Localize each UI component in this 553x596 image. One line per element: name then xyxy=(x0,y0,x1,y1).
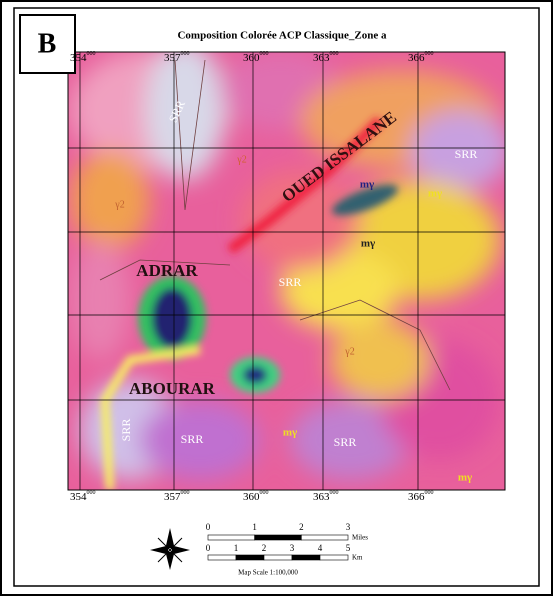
tick-main: 363 xyxy=(313,52,330,64)
map-label: ABOURAR xyxy=(129,379,216,398)
tick-sup: 000 xyxy=(181,490,190,496)
scale-segment xyxy=(208,555,236,560)
scale-label: 2 xyxy=(262,543,267,553)
tick-sup: 000 xyxy=(260,51,269,57)
scale-unit: Km xyxy=(352,554,363,562)
tick-main: 366 xyxy=(408,491,425,503)
map-label: mγ xyxy=(361,238,375,250)
map-figure: B Composition Colorée ACP Classique_Zone… xyxy=(0,0,553,596)
map-label: SRR xyxy=(279,275,302,289)
map-label: mγ xyxy=(360,179,374,191)
tick-sup: 000 xyxy=(260,490,269,496)
scale-label: 3 xyxy=(346,522,351,532)
tick-main: 366 xyxy=(408,52,425,64)
tick-main: 357 xyxy=(164,491,181,503)
map-label: γ2 xyxy=(114,199,124,210)
map-label: mγ xyxy=(283,427,297,439)
tick-sup: 000 xyxy=(87,490,96,496)
scale-label: 2 xyxy=(299,522,304,532)
map-label: SRR xyxy=(455,147,478,161)
scale-segment xyxy=(292,555,320,560)
tick-sup: 000 xyxy=(330,51,339,57)
map-title: Composition Colorée ACP Classique_Zone a xyxy=(177,30,387,42)
scale-segment xyxy=(255,535,302,540)
map-label: SRR xyxy=(119,419,133,442)
map-label: ADRAR xyxy=(136,261,198,280)
scale-segment xyxy=(301,535,348,540)
scale-label: 1 xyxy=(234,543,239,553)
scale-label: 0 xyxy=(206,543,211,553)
map-label: mγ xyxy=(458,472,472,484)
tick-main: 363 xyxy=(313,491,330,503)
satellite-image xyxy=(68,40,510,490)
scale-label: 3 xyxy=(290,543,295,553)
tick-sup: 000 xyxy=(425,490,434,496)
panel-label: B xyxy=(38,28,57,59)
tick-sup: 000 xyxy=(330,490,339,496)
map-label: SRR xyxy=(181,432,204,446)
scale-segment xyxy=(264,555,292,560)
tick-main: 354 xyxy=(70,491,87,503)
page: {"panel_label": "B", "title": "Compositi… xyxy=(0,0,553,596)
scale-label: 1 xyxy=(252,522,257,532)
scale-label: 0 xyxy=(206,522,211,532)
tick-main: 360 xyxy=(243,491,260,503)
scale-unit: Miles xyxy=(352,534,368,542)
tick-sup: 000 xyxy=(181,51,190,57)
scale-segment xyxy=(236,555,264,560)
tick-sup: 000 xyxy=(425,51,434,57)
tick-main: 360 xyxy=(243,52,260,64)
map-label: mγ xyxy=(428,188,442,200)
scale-label: 4 xyxy=(318,543,323,553)
tick-sup: 000 xyxy=(87,51,96,57)
tick-main: 357 xyxy=(164,52,181,64)
map-label: γ2 xyxy=(344,346,354,357)
scale-segment xyxy=(208,535,255,540)
tick-main: 354 xyxy=(70,52,87,64)
scale-caption: Map Scale 1:100,000 xyxy=(238,569,298,577)
scale-label: 5 xyxy=(346,543,351,553)
map-label: SRR xyxy=(334,435,357,449)
map-label: γ2 xyxy=(236,154,246,165)
scale-segment xyxy=(320,555,348,560)
